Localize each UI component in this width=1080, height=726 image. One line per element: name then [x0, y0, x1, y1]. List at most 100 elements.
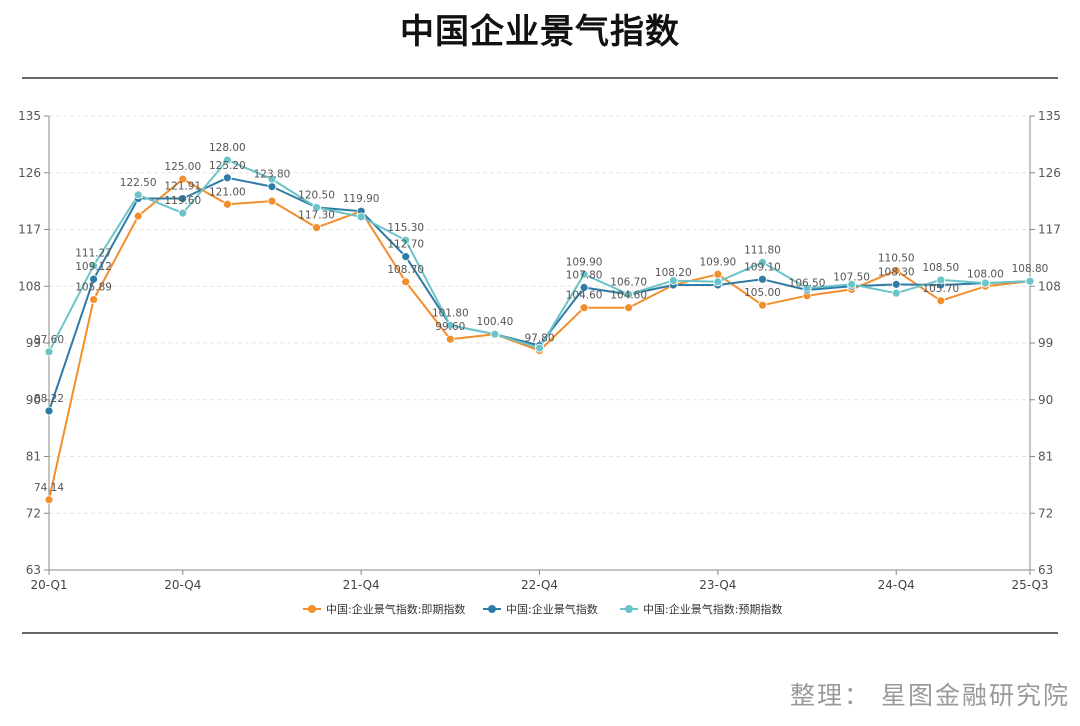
- data-label-s2: 121.91: [164, 181, 201, 193]
- data-label-s1: 104.60: [610, 290, 647, 302]
- data-label-s1: 125.00: [164, 161, 201, 173]
- source-credit: 整理： 星图金融研究院: [790, 681, 1070, 710]
- y-tick-label-right: 63: [1038, 563, 1053, 577]
- data-point-s3: [267, 174, 277, 184]
- data-point-s3: [891, 288, 901, 298]
- data-point-s3: [535, 343, 544, 353]
- data-label-s1: 100.40: [477, 316, 514, 328]
- y-tick-label-right: 72: [1038, 506, 1053, 520]
- data-label-s2: 112.70: [387, 239, 424, 251]
- legend-swatch-marker: [488, 605, 496, 613]
- x-tick-label: 21-Q4: [343, 578, 380, 592]
- data-point-s3: [936, 275, 946, 285]
- chart-title: 中国企业景气指数: [400, 12, 680, 52]
- data-point-s3: [490, 329, 500, 339]
- data-point-s3: [624, 290, 634, 299]
- y-tick-label-right: 99: [1038, 336, 1053, 350]
- y-tick-label-right: 90: [1038, 393, 1053, 407]
- x-tick-label: 20-Q4: [164, 578, 201, 592]
- data-label-s3: 115.30: [387, 222, 424, 234]
- data-label-s1: 99.60: [435, 321, 465, 333]
- data-point-s1: [758, 300, 767, 310]
- data-label-s3: 128.00: [209, 142, 246, 154]
- data-label-s1: 97.80: [524, 333, 554, 345]
- data-label-s1: 119.90: [343, 193, 380, 205]
- data-label-s1: 105.89: [75, 282, 112, 294]
- data-label-s3: 109.90: [566, 256, 603, 268]
- y-tick-label-right: 117: [1038, 223, 1061, 237]
- x-tick-label: 20-Q1: [30, 578, 67, 592]
- data-point-s3: [713, 277, 723, 287]
- data-point-s1: [222, 199, 232, 209]
- y-tick-label-left: 126: [18, 166, 41, 180]
- data-label-s3: 97.60: [34, 334, 64, 346]
- data-label-s1: 74.14: [34, 482, 64, 494]
- data-point-s3: [668, 276, 678, 285]
- legend-swatch-marker: [625, 605, 633, 613]
- data-point-s3: [89, 261, 98, 271]
- data-point-s1: [89, 295, 98, 304]
- data-point-s3: [579, 269, 589, 279]
- y-tick-label-right: 108: [1038, 279, 1061, 293]
- data-label-s1: 110.50: [878, 252, 915, 264]
- data-label-s1: 109.90: [699, 256, 736, 268]
- data-label-s1: 107.50: [833, 271, 870, 283]
- y-tick-label-right: 126: [1038, 166, 1061, 180]
- y-tick-label-left: 99: [26, 336, 41, 350]
- x-tick-label: 22-Q4: [521, 578, 558, 592]
- data-label-s2: 108.30: [878, 266, 915, 278]
- legend-swatch-marker: [308, 605, 316, 613]
- data-point-s2: [579, 283, 589, 292]
- data-point-s1: [133, 211, 143, 221]
- data-point-s1: [401, 277, 411, 287]
- data-point-s1: [267, 196, 277, 206]
- data-label-s2: 88.22: [34, 393, 64, 405]
- legend-label-1: 中国:企业景气指数:即期指数: [326, 602, 465, 616]
- data-point-s1: [936, 296, 946, 306]
- data-point-s2: [222, 173, 232, 183]
- data-point-s1: [44, 495, 54, 505]
- data-point-s2: [758, 274, 767, 284]
- y-tick-label-left: 90: [26, 393, 41, 407]
- data-point-s3: [802, 283, 812, 293]
- data-label-s3: 106.70: [610, 276, 647, 288]
- data-point-s2: [401, 252, 411, 262]
- data-point-s1: [178, 174, 188, 184]
- data-point-s3: [222, 155, 232, 165]
- y-tick-label-left: 108: [18, 279, 41, 293]
- data-point-s2: [44, 406, 54, 416]
- data-label-s3: 120.50: [298, 189, 335, 201]
- data-point-s3: [178, 208, 188, 218]
- y-tick-label-left: 81: [26, 450, 41, 464]
- data-label-s2: 109.10: [744, 261, 781, 273]
- data-label-s1: 117.30: [298, 210, 335, 222]
- series-line-2: [48, 176, 1031, 412]
- data-label-s1: 121.00: [209, 186, 246, 198]
- data-point-s3: [445, 320, 455, 330]
- data-label-s2: 107.80: [566, 270, 603, 282]
- data-label-s1: 106.50: [789, 278, 826, 290]
- data-point-s1: [713, 269, 723, 279]
- data-point-s1: [312, 223, 321, 233]
- y-tick-label-right: 135: [1038, 109, 1061, 123]
- data-label-s1: 108.70: [387, 264, 424, 276]
- x-tick-label: 24-Q4: [878, 578, 915, 592]
- bottom-divider: [22, 632, 1058, 634]
- y-tick-label-right: 81: [1038, 450, 1053, 464]
- data-point-s1: [445, 334, 455, 344]
- legend-label-3: 中国:企业景气指数:预期指数: [643, 602, 782, 616]
- x-tick-label: 23-Q4: [699, 578, 736, 592]
- y-tick-label-left: 135: [18, 109, 41, 123]
- y-tick-label-left: 117: [18, 223, 41, 237]
- data-point-s2: [891, 279, 901, 289]
- top-divider: [22, 77, 1058, 79]
- data-point-s2: [89, 274, 98, 284]
- data-point-s3: [847, 279, 857, 289]
- data-point-s1: [579, 303, 589, 313]
- data-point-s3: [401, 235, 411, 245]
- data-point-s1: [624, 303, 634, 313]
- data-label-s3: 111.27: [75, 248, 112, 260]
- data-label-s3: 122.50: [120, 177, 157, 189]
- data-point-s3: [44, 347, 54, 357]
